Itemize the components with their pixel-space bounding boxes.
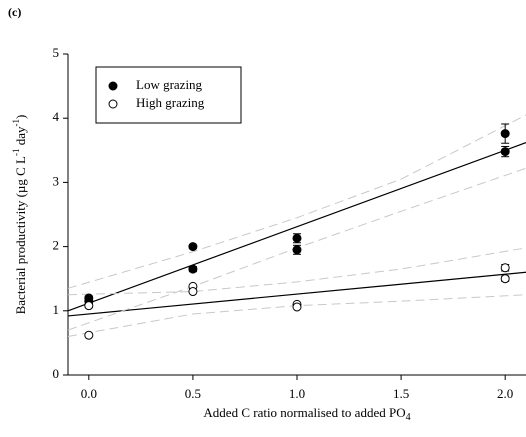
legend-label: Low grazing <box>136 77 203 92</box>
point <box>500 274 510 284</box>
x-label-part: Added C ratio normalised to added PO <box>203 405 405 420</box>
x-tick-label: 1.0 <box>289 386 305 401</box>
point <box>84 330 94 340</box>
x-axis-label: Added C ratio normalised to added PO4 <box>203 405 410 423</box>
legend-marker <box>108 99 118 109</box>
legend-label: High grazing <box>136 95 205 110</box>
x-tick-label: 2.0 <box>497 386 513 401</box>
y-tick-label: 3 <box>53 173 60 188</box>
y-tick-label: 0 <box>53 366 60 381</box>
point <box>188 287 198 297</box>
y-label-part: -1 <box>11 148 21 156</box>
y-label-part: day <box>13 126 28 149</box>
y-tick-label: 2 <box>53 238 60 253</box>
y-tick-label: 5 <box>53 45 60 60</box>
point <box>292 233 302 243</box>
x-label-part: 4 <box>406 412 411 423</box>
x-tick-label: 0.5 <box>185 386 201 401</box>
point <box>292 245 302 255</box>
point <box>500 147 510 157</box>
y-axis-label: Bacterial productivity (µg C L-1 day-1) <box>11 115 28 315</box>
regression-line <box>67 271 526 317</box>
legend-box <box>95 66 242 124</box>
y-label-part: Bacterial productivity (µg C L <box>13 156 28 314</box>
regression-line <box>67 142 526 312</box>
y-tick-label: 1 <box>53 302 60 317</box>
point <box>188 264 198 274</box>
point <box>188 242 198 252</box>
point <box>292 302 302 312</box>
panel-label: (c) <box>8 5 21 19</box>
y-label-part: -1 <box>11 119 21 127</box>
y-label-part: ) <box>13 115 28 119</box>
confidence-band <box>67 247 526 296</box>
confidence-band <box>67 114 526 289</box>
point <box>500 129 510 139</box>
point <box>84 301 94 311</box>
x-tick-label: 0.0 <box>81 386 97 401</box>
point <box>500 263 510 273</box>
legend-marker <box>108 81 118 91</box>
y-tick-label: 4 <box>53 109 60 124</box>
x-tick-label: 1.5 <box>393 386 409 401</box>
